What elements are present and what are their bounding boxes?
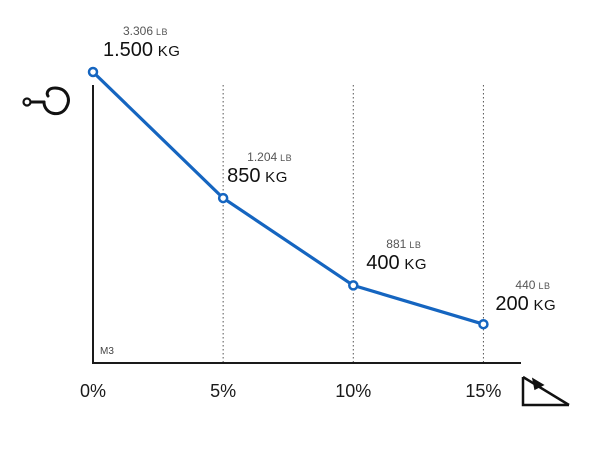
data-label-kg: 1.500 KG: [103, 39, 180, 62]
x-tick-label: 10%: [335, 381, 372, 401]
data-point: [478, 318, 489, 330]
series-line: [91, 70, 484, 326]
lb-unit: LB: [153, 26, 169, 37]
lb-value: 440: [515, 278, 536, 293]
lb-unit: LB: [535, 281, 551, 292]
kg-unit: KG: [399, 256, 427, 274]
kg-unit: KG: [528, 297, 557, 315]
x-tick-label: 15%: [465, 381, 502, 401]
data-label-lb: 881 LB: [386, 237, 421, 251]
data-label-kg: 850 KG: [227, 165, 288, 188]
kg-value: 850: [227, 165, 261, 188]
data-point: [348, 280, 359, 291]
data-label-lb: 3.306 LB: [123, 24, 168, 38]
data-point: [87, 66, 99, 78]
lb-unit: LB: [277, 153, 293, 164]
lb-value: 3.306: [123, 23, 154, 38]
data-label-lb: 1.204 LB: [247, 150, 292, 164]
model-label: M3: [100, 346, 114, 357]
lb-unit: LB: [406, 240, 422, 251]
incline-slope-icon: [521, 375, 570, 407]
lb-value: 1.204: [247, 150, 278, 165]
lb-value: 881: [386, 237, 407, 252]
kg-value: 400: [366, 252, 400, 275]
kg-value: 1.500: [103, 38, 154, 61]
axes: [92, 85, 521, 364]
kg-unit: KG: [260, 169, 288, 187]
kg-unit: KG: [153, 42, 181, 60]
series-group: [87, 66, 489, 330]
hook-icon: [22, 86, 70, 116]
data-label-kg: 200 KG: [495, 293, 556, 316]
data-point: [217, 192, 229, 204]
x-tick-label: 0%: [79, 381, 107, 401]
data-label-kg: 400 KG: [366, 252, 427, 275]
data-label-lb: 440 LB: [515, 278, 550, 292]
kg-value: 200: [495, 293, 529, 316]
x-tick-label: 5%: [210, 381, 237, 401]
